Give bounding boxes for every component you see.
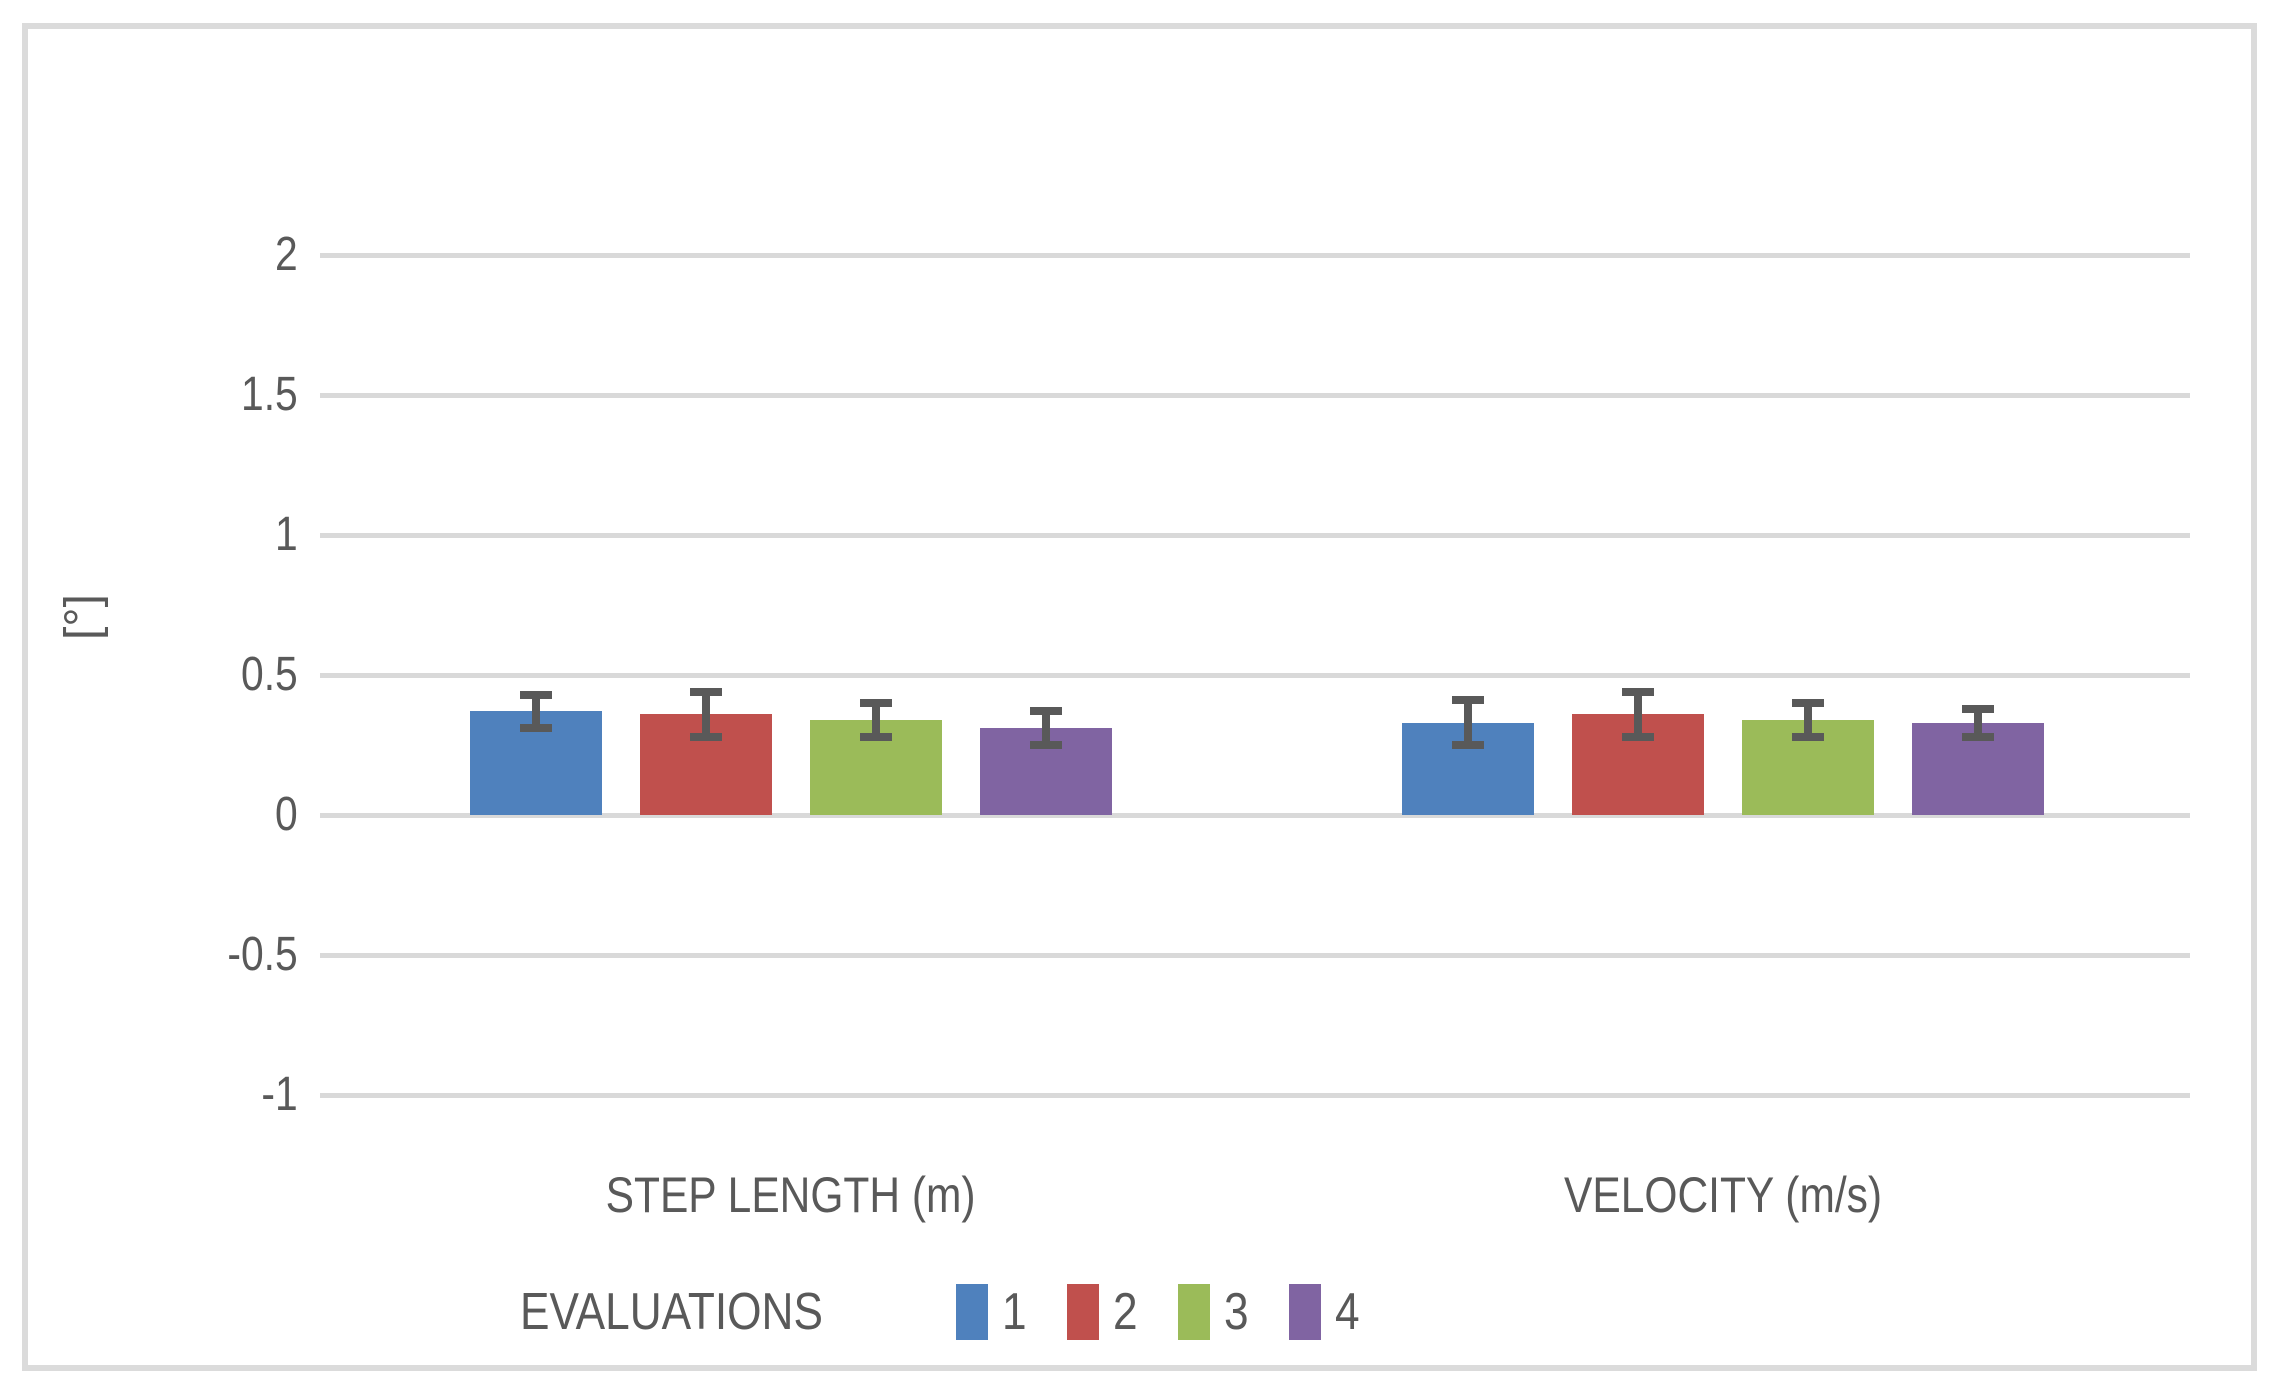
error-bar-line [1634,691,1642,737]
legend-item-label: 1 [1002,1282,1031,1342]
legend-item-label: 3 [1224,1282,1253,1342]
chart-frame-border [22,23,2257,1371]
error-bar-cap-bottom [520,724,552,733]
x-axis-category-label: VELOCITY (m/s) [1403,1160,2043,1230]
error-bar-cap-top [690,687,722,696]
error-bar-line [702,691,710,737]
gridline [320,393,2190,398]
gridline [320,1093,2190,1098]
error-bar-cap-top [860,699,892,707]
legend-items: 1 2 3 4 [956,1282,1400,1342]
legend-item-4: 4 [1289,1282,1364,1342]
y-tick-label: -1 [120,1062,298,1128]
legend-item-label-text: 1 [1002,1283,1027,1341]
legend-item-3: 3 [1178,1282,1253,1342]
error-bar-cap-bottom [1792,732,1824,741]
error-bar-cap-top [1030,707,1062,716]
legend: EVALUATIONS 1 2 3 4 [520,1283,1400,1341]
gridline [320,813,2190,818]
legend-swatch-icon [1178,1284,1211,1340]
error-bar-cap-bottom [1962,732,1994,741]
y-tick-label-text: 2 [275,228,298,281]
legend-swatch-icon [1067,1284,1100,1340]
legend-swatch-icon [1289,1284,1322,1340]
legend-swatch-icon [956,1284,989,1340]
gridline [320,673,2190,678]
x-axis-category-label-text: VELOCITY (m/s) [1563,1167,1883,1223]
error-bar-cap-bottom [1030,741,1062,749]
legend-item-1: 1 [956,1282,1031,1342]
error-bar-cap-top [1962,704,1994,713]
error-bar-line [1974,708,1982,737]
y-tick-label: 0 [120,782,298,848]
legend-item-2: 2 [1067,1282,1142,1342]
error-bar-line [872,703,880,737]
y-tick-label-text: 1 [275,508,298,561]
y-tick-label: 1.5 [120,362,298,428]
error-bar-cap-bottom [1622,732,1654,741]
error-bar-cap-bottom [860,732,892,741]
gridline [320,253,2190,258]
y-axis-title: [°] [50,565,114,669]
legend-item-label: 4 [1335,1282,1364,1342]
y-tick-label: 1 [120,502,298,568]
error-bar-cap-top [1622,687,1654,696]
legend-item-label-text: 2 [1113,1283,1138,1341]
y-tick-label-text: 1.5 [241,368,298,421]
error-bar-cap-bottom [1452,741,1484,749]
x-axis-category-label: STEP LENGTH (m) [471,1160,1111,1230]
error-bar-line [532,694,540,729]
y-tick-label: 2 [120,222,298,288]
gridline [320,953,2190,958]
legend-item-label-text: 3 [1224,1283,1249,1341]
error-bar-line [1804,703,1812,737]
error-bar-line [1042,711,1050,745]
legend-item-label: 2 [1113,1282,1142,1342]
legend-title: EVALUATIONS [520,1283,823,1341]
y-tick-label: 0.5 [120,642,298,708]
error-bar-line [1464,700,1472,745]
error-bar-cap-top [520,690,552,699]
error-bar-cap-bottom [690,732,722,741]
gridline [320,533,2190,538]
y-tick-label-text: 0.5 [241,648,298,701]
y-tick-label: -0.5 [120,922,298,988]
y-axis-title-text: [°] [55,594,109,640]
y-tick-label-text: -1 [261,1068,298,1121]
x-axis-category-label-text: STEP LENGTH (m) [606,1167,976,1223]
error-bar-cap-top [1452,696,1484,705]
legend-item-label-text: 4 [1335,1283,1360,1341]
y-tick-label-text: -0.5 [227,928,298,981]
error-bar-cap-top [1792,699,1824,707]
y-tick-label-text: 0 [275,788,298,841]
